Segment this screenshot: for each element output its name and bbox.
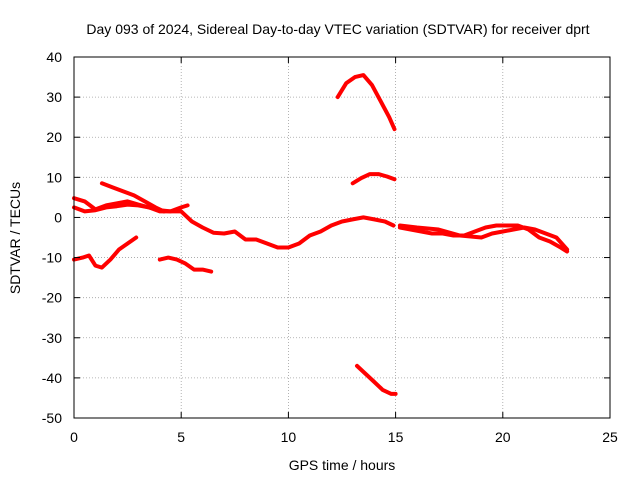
y-tick-label: -10 [42,250,62,266]
series-track-dip-morning [72,235,139,270]
x-tick-label: 20 [495,429,511,445]
series-track-dip-midmorning [157,255,214,274]
grid-layer [73,56,611,419]
y-tick-label: 30 [46,89,62,105]
tick-layer: 0 5 10 15 20 25 -50 -40 -30 -20 -10 0 10 20 30 40 [42,49,618,445]
x-tick-label: 5 [177,429,185,445]
series-track-early-upper [72,196,190,214]
x-axis-label: GPS time / hours [289,457,396,473]
series-track-afternoon-b [397,223,570,252]
x-tick-label: 15 [388,429,404,445]
series-track-peak-high [335,73,397,132]
y-tick-label: 10 [46,169,62,185]
series-track-early-hump [99,181,166,214]
x-tick-label: 10 [281,429,297,445]
x-tick-label: 25 [602,429,618,445]
y-tick-label: -30 [42,330,62,346]
series-track-main [72,202,396,250]
y-tick-label: 20 [46,129,62,145]
y-tick-label: -50 [42,410,62,426]
x-tick-label: 0 [70,429,78,445]
y-tick-label: 40 [46,49,62,65]
series-track-afternoon-a [397,223,570,254]
series-track-trough-low [355,363,398,396]
series-track-peak-mid [350,172,397,186]
y-tick-label: -20 [42,290,62,306]
y-tick-label: -40 [42,370,62,386]
chart-title: Day 093 of 2024, Sidereal Day-to-day VTE… [86,21,589,37]
y-axis-label: SDTVAR / TECUs [7,182,23,294]
plot-frame [73,56,611,419]
series-layer [72,73,570,396]
y-tick-label: 0 [54,209,62,225]
